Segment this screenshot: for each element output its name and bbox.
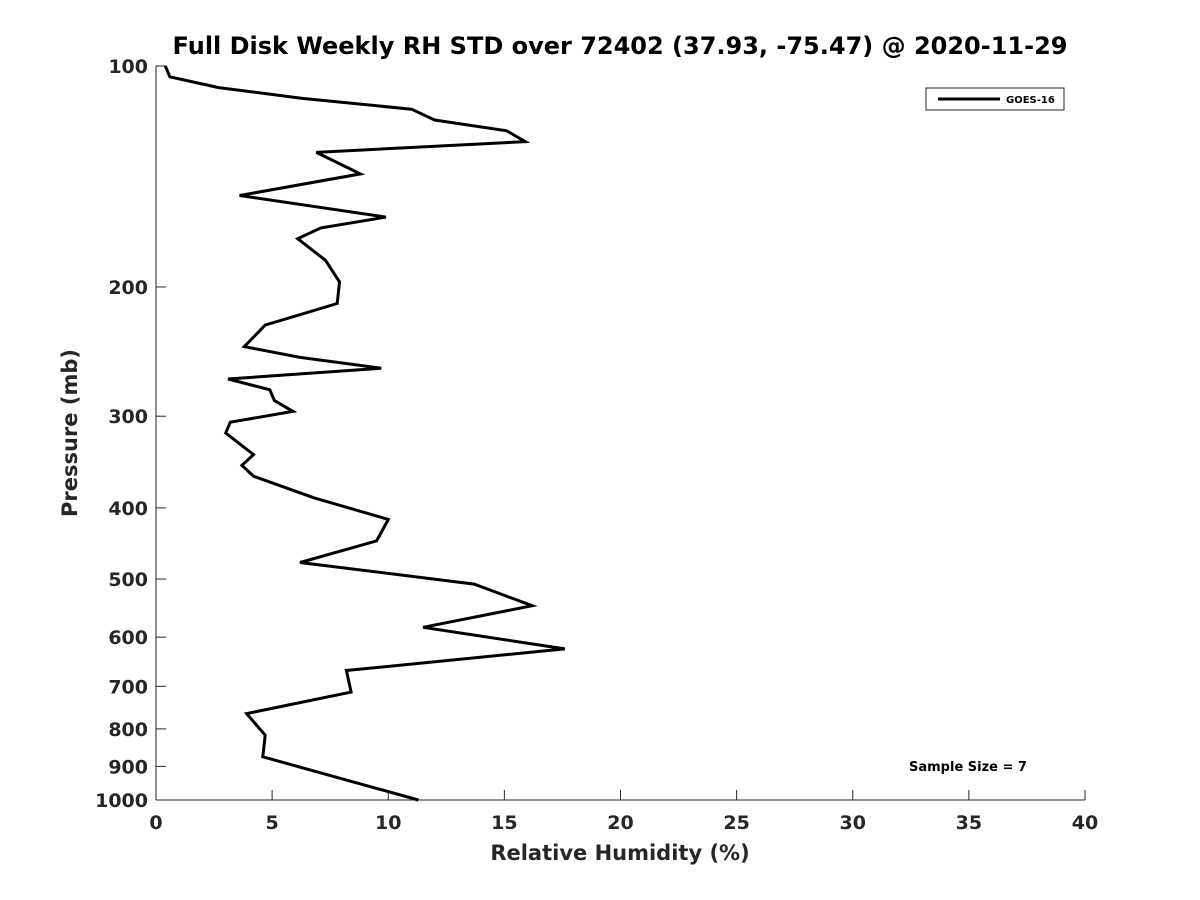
- y-axis-label: Pressure (mb): [58, 349, 82, 517]
- y-tick-label: 1000: [95, 790, 148, 812]
- legend: GOES-16: [925, 87, 1065, 111]
- x-tick-label: 30: [840, 812, 866, 834]
- y-tick-label: 700: [108, 676, 148, 698]
- legend-entry-goes-16: GOES-16: [1006, 95, 1055, 106]
- y-tick-label: 800: [108, 719, 148, 741]
- x-tick-label: 0: [149, 812, 162, 834]
- x-axis-label: Relative Humidity (%): [490, 841, 749, 865]
- x-tick-label: 35: [956, 812, 982, 834]
- y-tick-label: 400: [108, 498, 148, 520]
- y-tick-label: 100: [108, 56, 148, 78]
- series-line-goes-16: [163, 65, 566, 802]
- y-tick-label: 200: [108, 277, 148, 299]
- y-axis-ticks: 100 200 300 400 500 600 700 800 900 1000: [95, 56, 166, 812]
- chart-title: Full Disk Weekly RH STD over 72402 (37.9…: [173, 32, 1068, 60]
- y-tick-label: 600: [108, 627, 148, 649]
- y-tick-label: 300: [108, 406, 148, 428]
- y-tick-label: 500: [108, 569, 148, 591]
- x-tick-label: 40: [1072, 812, 1098, 834]
- x-tick-label: 20: [607, 812, 633, 834]
- sample-size-annotation: Sample Size = 7: [909, 760, 1027, 775]
- x-tick-label: 25: [723, 812, 749, 834]
- series-layer: [163, 65, 566, 802]
- x-tick-label: 15: [491, 812, 517, 834]
- x-tick-label: 10: [375, 812, 401, 834]
- y-tick-label: 900: [108, 756, 148, 778]
- x-axis-ticks: 0 5 10 15 20 25 30 35 40: [149, 790, 1098, 834]
- x-tick-label: 5: [266, 812, 279, 834]
